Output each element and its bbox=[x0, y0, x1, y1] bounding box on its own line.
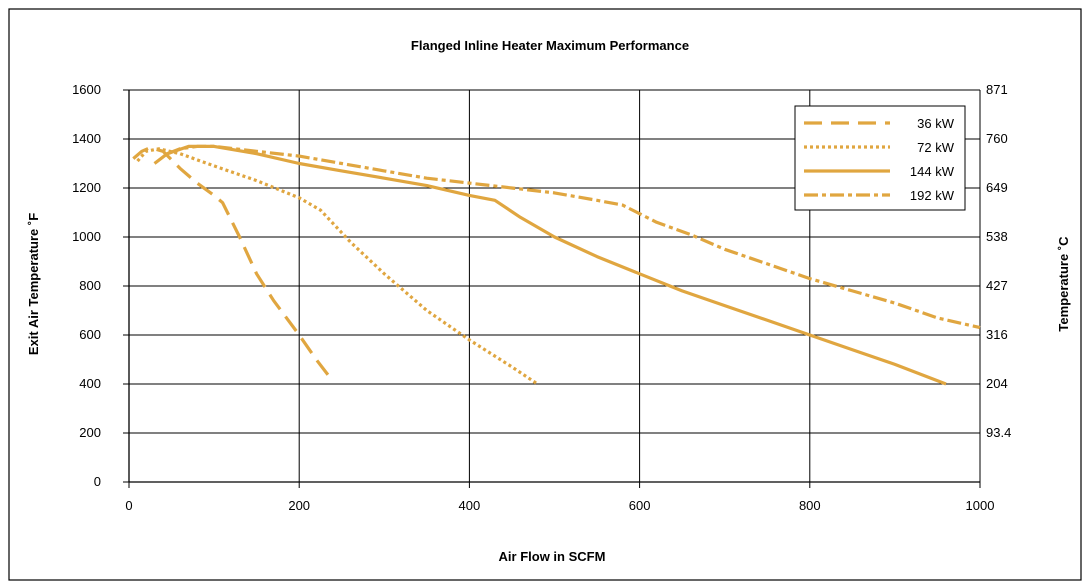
y-tick-label: 1000 bbox=[72, 229, 101, 244]
y-tick-label: 1600 bbox=[72, 82, 101, 97]
y-tick-label: 600 bbox=[79, 327, 101, 342]
legend-label: 192 kW bbox=[910, 188, 955, 203]
legend-label: 36 kW bbox=[917, 116, 955, 131]
axes bbox=[123, 89, 981, 488]
y2-tick-label: 871 bbox=[986, 82, 1008, 97]
legend-label: 72 kW bbox=[917, 140, 955, 155]
series-line-72-kw bbox=[136, 147, 539, 386]
series-lines bbox=[132, 144, 981, 386]
y-tick-label: 800 bbox=[79, 278, 101, 293]
y2-tick-label: 427 bbox=[986, 278, 1008, 293]
y2-tick-label: 538 bbox=[986, 229, 1008, 244]
y-tick-label: 400 bbox=[79, 376, 101, 391]
legend-box bbox=[794, 105, 966, 211]
x-tick-label: 200 bbox=[288, 498, 310, 513]
figure-border bbox=[8, 8, 1082, 581]
chart-title: Flanged Inline Heater Maximum Performanc… bbox=[411, 38, 689, 53]
x-tick-label: 1000 bbox=[966, 498, 995, 513]
x-axis-label: Air Flow in SCFM bbox=[499, 549, 606, 564]
x-tick-label: 800 bbox=[799, 498, 821, 513]
y2-axis-label: Temperature ˚C bbox=[1056, 236, 1071, 332]
x-tick-label: 600 bbox=[629, 498, 651, 513]
y2-tick-label: 93.4 bbox=[986, 425, 1011, 440]
y2-tick-label: 316 bbox=[986, 327, 1008, 342]
series-line-36-kw bbox=[132, 146, 335, 383]
y-tick-label: 1200 bbox=[72, 180, 101, 195]
y-tick-label: 200 bbox=[79, 425, 101, 440]
y-axis-label: Exit Air Temperature ˚F bbox=[26, 213, 41, 355]
x-tick-label: 400 bbox=[459, 498, 481, 513]
x-tick-label: 0 bbox=[125, 498, 132, 513]
y2-tick-label: 649 bbox=[986, 180, 1008, 195]
series-line-144-kw bbox=[153, 144, 947, 386]
y2-tick-label: 760 bbox=[986, 131, 1008, 146]
legend: 36 kW 72 kW 144 kW 192 kW bbox=[794, 105, 966, 211]
series-line-192-kw bbox=[166, 144, 981, 330]
tick-labels: 0 200 400 600 800 1000 0 200 400 600 800 1000 1200 14… bbox=[72, 82, 1011, 513]
y2-tick-label: 204 bbox=[986, 376, 1008, 391]
y-tick-label: 0 bbox=[94, 474, 101, 489]
y-tick-label: 1400 bbox=[72, 131, 101, 146]
legend-label: 144 kW bbox=[910, 164, 955, 179]
